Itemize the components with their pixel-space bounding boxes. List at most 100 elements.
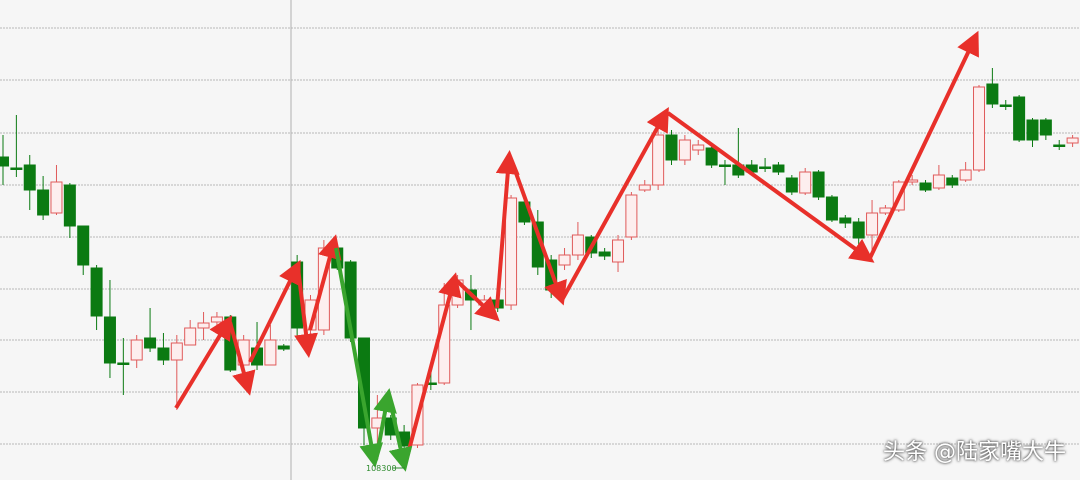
candle-body [23, 164, 36, 191]
candle-down [852, 218, 865, 245]
candle-down [665, 130, 678, 165]
candle-body [277, 345, 290, 350]
green-trend-arrow [334, 247, 383, 468]
candle-down [103, 280, 116, 378]
candle-up [50, 165, 63, 215]
candle-body [103, 316, 116, 364]
candle-up [612, 235, 625, 272]
candle-body [812, 171, 825, 198]
candle-down [718, 160, 731, 185]
candle-body [117, 362, 130, 365]
candle-up [130, 335, 143, 368]
candle-down [277, 344, 290, 351]
candle-body [598, 251, 611, 257]
candle-up [571, 222, 584, 260]
candle-down [1039, 118, 1052, 140]
candle-body [999, 104, 1012, 107]
candle-body [1053, 144, 1066, 147]
candle-down [812, 170, 825, 200]
candle-body [718, 164, 731, 167]
candle-up [184, 320, 197, 346]
candle-body [799, 171, 812, 194]
red-trend-arrow [868, 30, 979, 259]
candle-body [264, 339, 277, 366]
candle-body [1013, 96, 1026, 141]
candle-up [692, 140, 705, 155]
candle-body [772, 164, 785, 173]
candle-up [638, 180, 651, 192]
candle-body [785, 177, 798, 193]
candle-down [23, 155, 36, 210]
candle-up [678, 135, 691, 165]
red-trend-arrow [560, 107, 669, 301]
candle-body [692, 144, 705, 151]
candle-down [759, 158, 772, 172]
candle-up [959, 162, 972, 182]
candle-down [157, 333, 170, 365]
candle-body [157, 347, 170, 361]
candle-body [184, 327, 197, 346]
candle-up [932, 165, 945, 190]
red-trend-arrow [666, 111, 875, 263]
candle-body [879, 207, 892, 214]
candle-down [0, 135, 9, 185]
candle-down [825, 195, 838, 222]
watermark: 头条 @陆家嘴大牛 [883, 440, 1066, 465]
candle-body [1039, 119, 1052, 136]
candle-body [825, 196, 838, 221]
candle-body [959, 169, 972, 181]
candle-down [598, 248, 611, 260]
candle-down [772, 162, 785, 175]
candle-body [759, 166, 772, 169]
candle-body [625, 194, 638, 238]
candle-down [999, 100, 1012, 110]
candle-body [652, 134, 665, 186]
red-trend-arrow [228, 321, 256, 396]
candle-body [665, 134, 678, 161]
red-trend-arrow [403, 272, 462, 466]
candle-down [77, 225, 90, 275]
candle-body [678, 139, 691, 161]
candle-down [986, 68, 999, 108]
candle-body [705, 147, 718, 166]
candle-down [117, 338, 130, 395]
candle-down [919, 180, 932, 192]
candle-up [505, 195, 518, 310]
candle-down [732, 128, 745, 178]
candle-body [558, 254, 571, 266]
red-trend-arrow [248, 259, 301, 363]
candle-body [932, 174, 945, 189]
red-trend-arrow [174, 315, 233, 410]
candle-body [571, 234, 584, 256]
candle-down [37, 176, 50, 220]
green-trend-arrow [373, 388, 397, 461]
candle-up [264, 325, 277, 366]
candle-up [973, 85, 986, 172]
candle-down [705, 145, 718, 168]
candle-body [839, 217, 852, 224]
candle-down [144, 308, 157, 352]
candle-body [852, 221, 865, 239]
candle-body [90, 267, 103, 317]
candle-body [144, 337, 157, 349]
candle-body [505, 197, 518, 306]
candle-up [652, 125, 665, 190]
candle-body [1026, 119, 1039, 141]
candle-body [0, 156, 9, 167]
red-trend-arrow [308, 234, 342, 331]
candle-body [986, 83, 999, 105]
green-trend-arrow [387, 395, 413, 472]
candle-up [197, 312, 210, 340]
candle-up [799, 168, 812, 195]
candle-body [37, 189, 50, 216]
candle-body [866, 212, 879, 236]
candle-up [625, 192, 638, 240]
red-trend-arrow [495, 150, 520, 309]
candle-up [558, 248, 571, 270]
candle-body [77, 225, 90, 266]
candles [0, 68, 1079, 450]
red-trend-arrow [454, 278, 500, 322]
candle-down [946, 175, 959, 188]
candle-up [1066, 135, 1079, 147]
